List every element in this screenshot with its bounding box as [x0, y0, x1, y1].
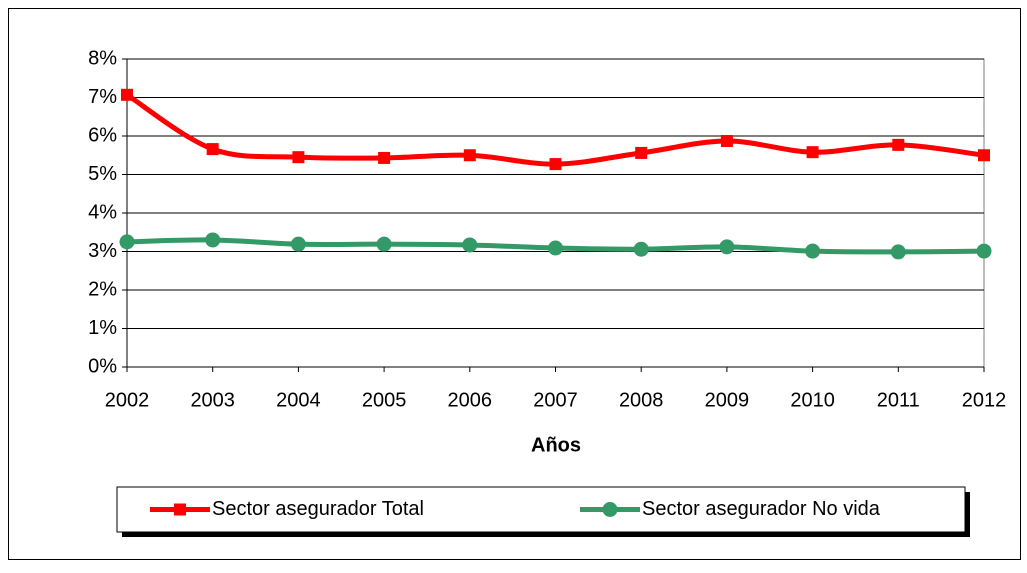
- marker: [602, 502, 618, 517]
- marker: [978, 149, 990, 162]
- marker: [633, 241, 649, 257]
- marker: [121, 88, 133, 101]
- marker: [463, 149, 476, 162]
- marker: [119, 234, 135, 250]
- x-tick-label: 2006: [448, 389, 493, 411]
- x-tick-label: 2004: [276, 389, 321, 411]
- legend-label: Sector asegurador No vida: [642, 498, 881, 520]
- marker: [462, 237, 478, 253]
- marker: [205, 232, 221, 248]
- marker: [806, 146, 819, 159]
- y-tick-label: 0%: [88, 355, 117, 377]
- legend: [116, 486, 966, 533]
- x-tick-label: 2012: [962, 389, 1007, 411]
- y-tick-label: 3%: [88, 240, 117, 262]
- y-tick-label: 8%: [88, 47, 117, 69]
- marker: [720, 135, 733, 148]
- marker: [292, 151, 305, 164]
- x-axis-title: Años: [531, 434, 581, 456]
- legend-label: Sector asegurador Total: [212, 498, 424, 520]
- marker: [892, 138, 905, 151]
- x-tick-label: 2011: [877, 389, 920, 411]
- marker: [290, 236, 306, 252]
- y-tick-label: 6%: [88, 124, 117, 146]
- x-tick-label: 2007: [533, 389, 578, 411]
- x-tick-label: 2010: [790, 389, 835, 411]
- y-tick-label: 1%: [88, 317, 117, 339]
- marker: [206, 143, 219, 156]
- marker: [976, 243, 992, 259]
- marker: [174, 503, 186, 516]
- marker: [805, 243, 821, 259]
- x-tick-label: 2005: [362, 389, 407, 411]
- marker: [378, 151, 391, 164]
- x-tick-label: 2009: [705, 389, 750, 411]
- x-tick-label: 2008: [619, 389, 664, 411]
- x-tick-label: 2003: [190, 389, 235, 411]
- marker: [890, 244, 906, 260]
- y-tick-label: 7%: [88, 86, 117, 108]
- y-tick-label: 4%: [88, 201, 117, 223]
- marker: [548, 240, 563, 256]
- marker: [719, 239, 735, 255]
- marker: [635, 146, 648, 159]
- marker: [549, 158, 562, 171]
- y-tick-label: 2%: [88, 278, 117, 300]
- y-tick-label: 5%: [88, 163, 117, 185]
- x-tick-label: 2002: [105, 389, 150, 411]
- marker: [376, 236, 392, 252]
